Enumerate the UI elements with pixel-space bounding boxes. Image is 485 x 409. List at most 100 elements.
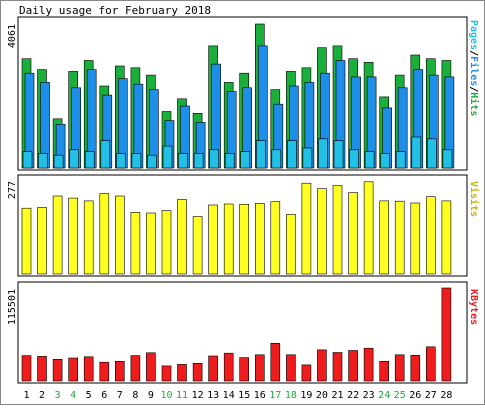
bar-kbytes-day-17: [270, 342, 281, 382]
x-tick-label-day-9: 9: [148, 390, 154, 401]
bar-kbytes-day-24: [379, 360, 390, 382]
bar-pages-day-1: [22, 151, 33, 169]
bar-kbytes-day-7: [115, 360, 125, 382]
x-tick-label-day-24: 24: [378, 390, 390, 401]
legend-pages-files-hits: Pages/Files/Hits: [468, 20, 480, 116]
bar-kbytes-day-19: [301, 364, 312, 382]
bar-visits-day-27: [425, 196, 436, 275]
bar-visits-day-25: [394, 200, 405, 275]
x-tick-label-day-6: 6: [101, 390, 107, 401]
bar-kbytes-day-11: [177, 364, 187, 382]
bar-visits-day-18: [286, 214, 296, 275]
bar-visits-day-15: [239, 204, 249, 275]
bar-visits-day-11: [177, 199, 187, 275]
bar-kbytes-day-14: [223, 352, 234, 382]
bar-kbytes-day-2: [37, 356, 47, 382]
x-tick-label-day-23: 23: [363, 390, 375, 401]
bar-visits-day-6: [99, 193, 110, 275]
bar-kbytes-day-12: [192, 362, 203, 382]
bar-pages-day-12: [193, 153, 204, 169]
x-tick-label-day-19: 19: [300, 390, 312, 401]
bar-pages-day-28: [442, 149, 453, 169]
bar-kbytes-day-6: [99, 361, 110, 382]
bar-kbytes-day-18: [286, 354, 296, 382]
bar-pages-day-13: [209, 149, 219, 169]
bar-kbytes-day-5: [83, 356, 94, 382]
bar-visits-day-20: [317, 188, 327, 275]
bar-kbytes-day-15: [239, 357, 249, 382]
bar-pages-day-5: [84, 151, 95, 169]
bar-pages-day-15: [240, 151, 250, 169]
bar-pages-day-25: [395, 151, 406, 169]
bar-kbytes-day-26: [410, 354, 421, 382]
panel-visits-ymax: 277: [7, 181, 18, 199]
bar-pages-day-11: [178, 153, 188, 169]
x-tick-label-day-5: 5: [86, 390, 92, 401]
bar-pages-day-27: [426, 138, 437, 169]
panel-kbytes-ymax: 115501: [7, 289, 18, 325]
bar-pages-day-21: [333, 140, 344, 169]
panel-hits-ymax: 4061: [7, 24, 18, 48]
bar-pages-day-14: [224, 153, 235, 169]
x-tick-label-day-3: 3: [55, 390, 61, 401]
x-tick-label-day-8: 8: [132, 390, 138, 401]
bar-visits-day-9: [146, 212, 156, 275]
bar-visits-day-24: [379, 200, 390, 275]
bar-pages-day-9: [147, 154, 157, 169]
legend-hits: Hits: [468, 92, 480, 116]
bar-kbytes-day-25: [394, 354, 405, 382]
bar-pages-day-23: [364, 151, 375, 169]
bar-visits-day-5: [83, 200, 94, 275]
bar-kbytes-day-16: [255, 354, 265, 382]
x-tick-label-day-17: 17: [269, 390, 281, 401]
x-tick-label-day-27: 27: [425, 390, 437, 401]
bar-kbytes-day-3: [52, 358, 63, 382]
bar-kbytes-day-22: [348, 350, 358, 382]
x-tick-label-day-16: 16: [254, 390, 266, 401]
panel-hits-bars: [21, 23, 455, 169]
x-tick-label-day-20: 20: [316, 390, 328, 401]
bar-visits-day-16: [255, 203, 265, 275]
legend-pages: Pages: [468, 20, 479, 50]
bar-pages-day-10: [162, 145, 173, 169]
x-tick-label-day-1: 1: [23, 390, 29, 401]
bar-visits-day-7: [115, 195, 125, 275]
bar-visits-day-23: [363, 181, 374, 275]
x-tick-label-day-15: 15: [238, 390, 250, 401]
bar-kbytes-day-28: [441, 287, 452, 382]
bar-kbytes-day-13: [208, 355, 218, 382]
bar-visits-day-3: [52, 195, 63, 275]
x-axis-day-labels: 1 2 3 4 5 6 7 8 9 10 11 12 13 14 15 16 17 18 19 20 21 22 23 24 2…: [23, 390, 452, 401]
bar-visits-day-26: [410, 202, 421, 275]
legend-visits: Visits: [468, 181, 480, 217]
bar-pages-day-6: [100, 140, 111, 169]
bar-kbytes-day-9: [146, 352, 156, 382]
bar-visits-day-8: [130, 212, 141, 275]
bar-kbytes-day-10: [161, 365, 172, 382]
bar-pages-day-2: [38, 153, 48, 169]
bar-visits-day-22: [348, 192, 358, 275]
x-tick-label-day-2: 2: [39, 390, 45, 401]
bar-visits-day-10: [161, 210, 172, 275]
bar-pages-day-18: [287, 140, 297, 169]
x-tick-label-day-18: 18: [285, 390, 297, 401]
bar-kbytes-day-1: [21, 355, 32, 382]
bar-pages-day-22: [349, 149, 359, 169]
x-tick-label-day-22: 22: [347, 390, 359, 401]
bar-visits-day-12: [192, 216, 203, 275]
legend-sep-1: /: [468, 50, 479, 56]
bar-visits-day-19: [301, 182, 312, 275]
panel-visits-bars: [21, 181, 452, 275]
x-tick-label-day-13: 13: [207, 390, 219, 401]
bar-visits-day-28: [441, 200, 452, 275]
bar-visits-day-14: [223, 203, 234, 275]
panel-kbytes-bars: [21, 287, 452, 382]
bar-pages-day-24: [380, 153, 391, 169]
bar-kbytes-day-27: [425, 346, 436, 382]
bar-visits-day-13: [208, 204, 218, 275]
x-tick-label-day-21: 21: [331, 390, 343, 401]
bar-kbytes-day-20: [317, 349, 327, 382]
bar-pages-day-17: [271, 149, 282, 169]
bar-pages-day-26: [411, 136, 422, 169]
